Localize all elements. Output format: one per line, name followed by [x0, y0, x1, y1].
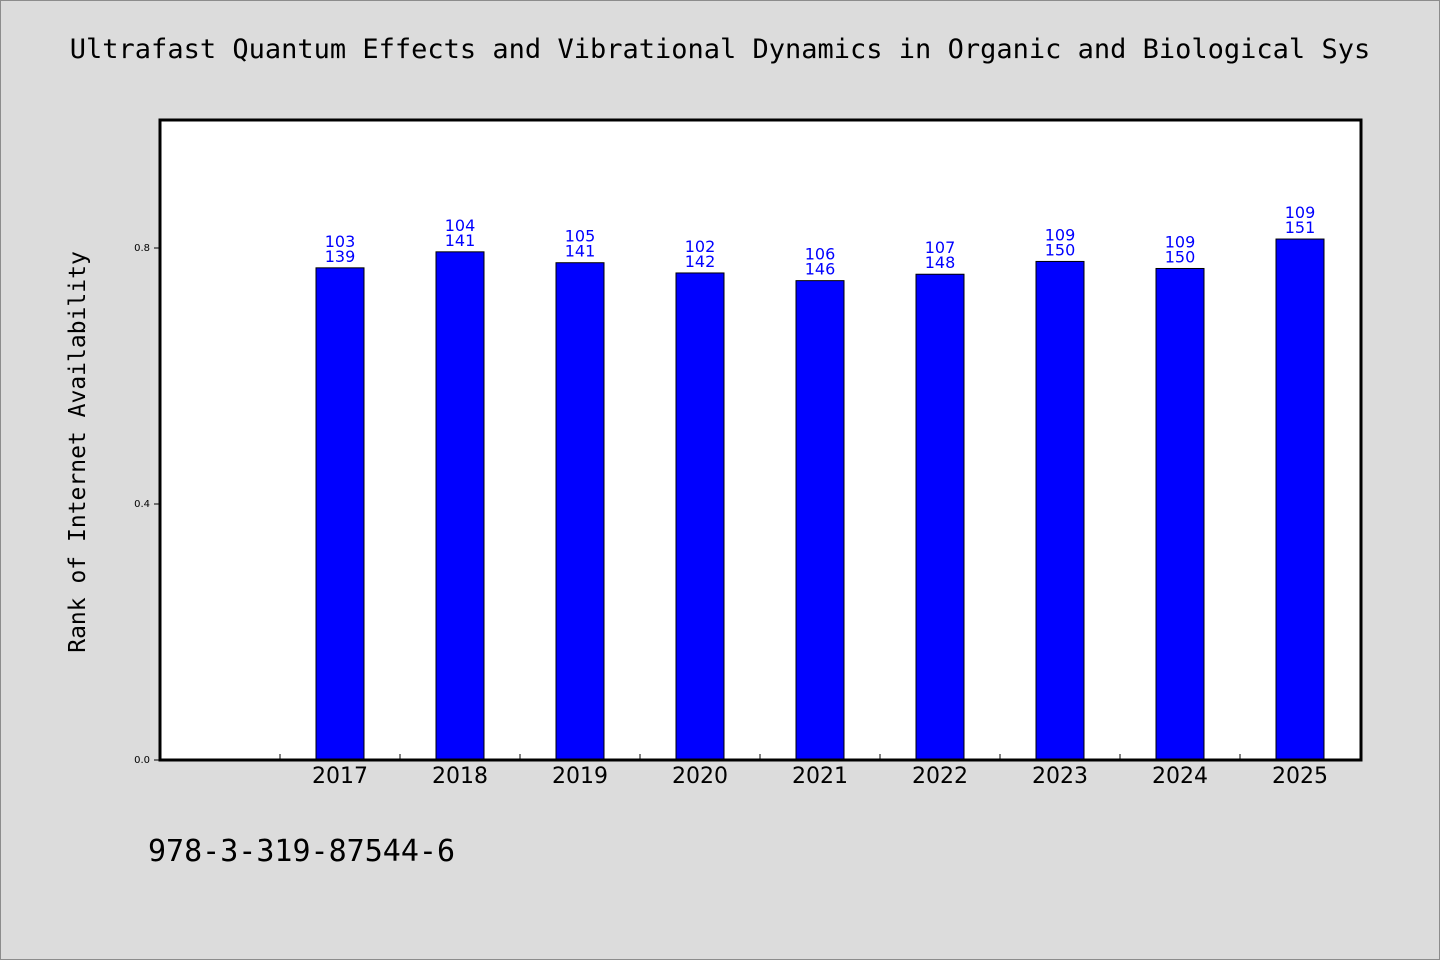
- chart-title: Ultrafast Quantum Effects and Vibrationa…: [69, 34, 1371, 65]
- y-tick-label: 0.4: [134, 499, 150, 510]
- y-tick-label: 0.0: [134, 755, 150, 766]
- bar-2024: [1155, 267, 1205, 761]
- y-tick-label: 0.8: [134, 243, 150, 254]
- x-tick-label: 2018: [432, 764, 488, 789]
- data-label-lower: 150: [1045, 240, 1076, 259]
- x-tick-label: 2023: [1032, 764, 1088, 789]
- data-label-lower: 141: [445, 231, 476, 250]
- y-axis-label: Rank of Internet Availability: [65, 251, 91, 653]
- x-tick-label: 2024: [1152, 764, 1208, 789]
- ticks-layer: 0.0 0.4 0.8 2017 2018 2019 2020 2021 2022 2023 202…: [134, 243, 1361, 789]
- bar-2025: [1275, 238, 1325, 761]
- x-tick-label: 2019: [552, 764, 608, 789]
- data-label-upper: 103: [325, 232, 356, 251]
- data-label-lower: 141: [565, 242, 596, 261]
- x-tick-label: 2020: [672, 764, 728, 789]
- bar-2019: [555, 262, 605, 761]
- data-label-upper: 109: [1045, 225, 1076, 244]
- bar-2023: [1035, 260, 1085, 761]
- data-label-lower: 146: [805, 260, 836, 279]
- x-tick-label: 2022: [912, 764, 968, 789]
- bar-2020: [675, 272, 725, 761]
- data-label-lower: 142: [685, 252, 716, 271]
- bar-2022: [915, 273, 965, 761]
- data-label-lower: 139: [325, 247, 356, 266]
- bar-2017: [315, 267, 365, 761]
- data-label-lower: 148: [925, 253, 956, 272]
- data-label-upper: 106: [805, 245, 836, 264]
- bar-2018: [435, 251, 485, 761]
- data-label-lower: 151: [1285, 218, 1316, 237]
- x-tick-label: 2017: [312, 764, 368, 789]
- data-label-upper: 109: [1165, 232, 1196, 251]
- data-label-upper: 105: [565, 227, 596, 246]
- data-label-upper: 109: [1285, 203, 1316, 222]
- isbn-footer: 978-3-319-87544-6: [148, 834, 456, 869]
- data-label-upper: 102: [685, 237, 716, 256]
- data-label-lower: 150: [1165, 247, 1196, 266]
- bar-2021: [795, 280, 845, 761]
- x-tick-label: 2025: [1272, 764, 1328, 789]
- plot-border: [158, 118, 1363, 762]
- data-label-upper: 107: [925, 238, 956, 257]
- data-label-upper: 104: [445, 216, 476, 235]
- x-tick-label: 2021: [792, 764, 848, 789]
